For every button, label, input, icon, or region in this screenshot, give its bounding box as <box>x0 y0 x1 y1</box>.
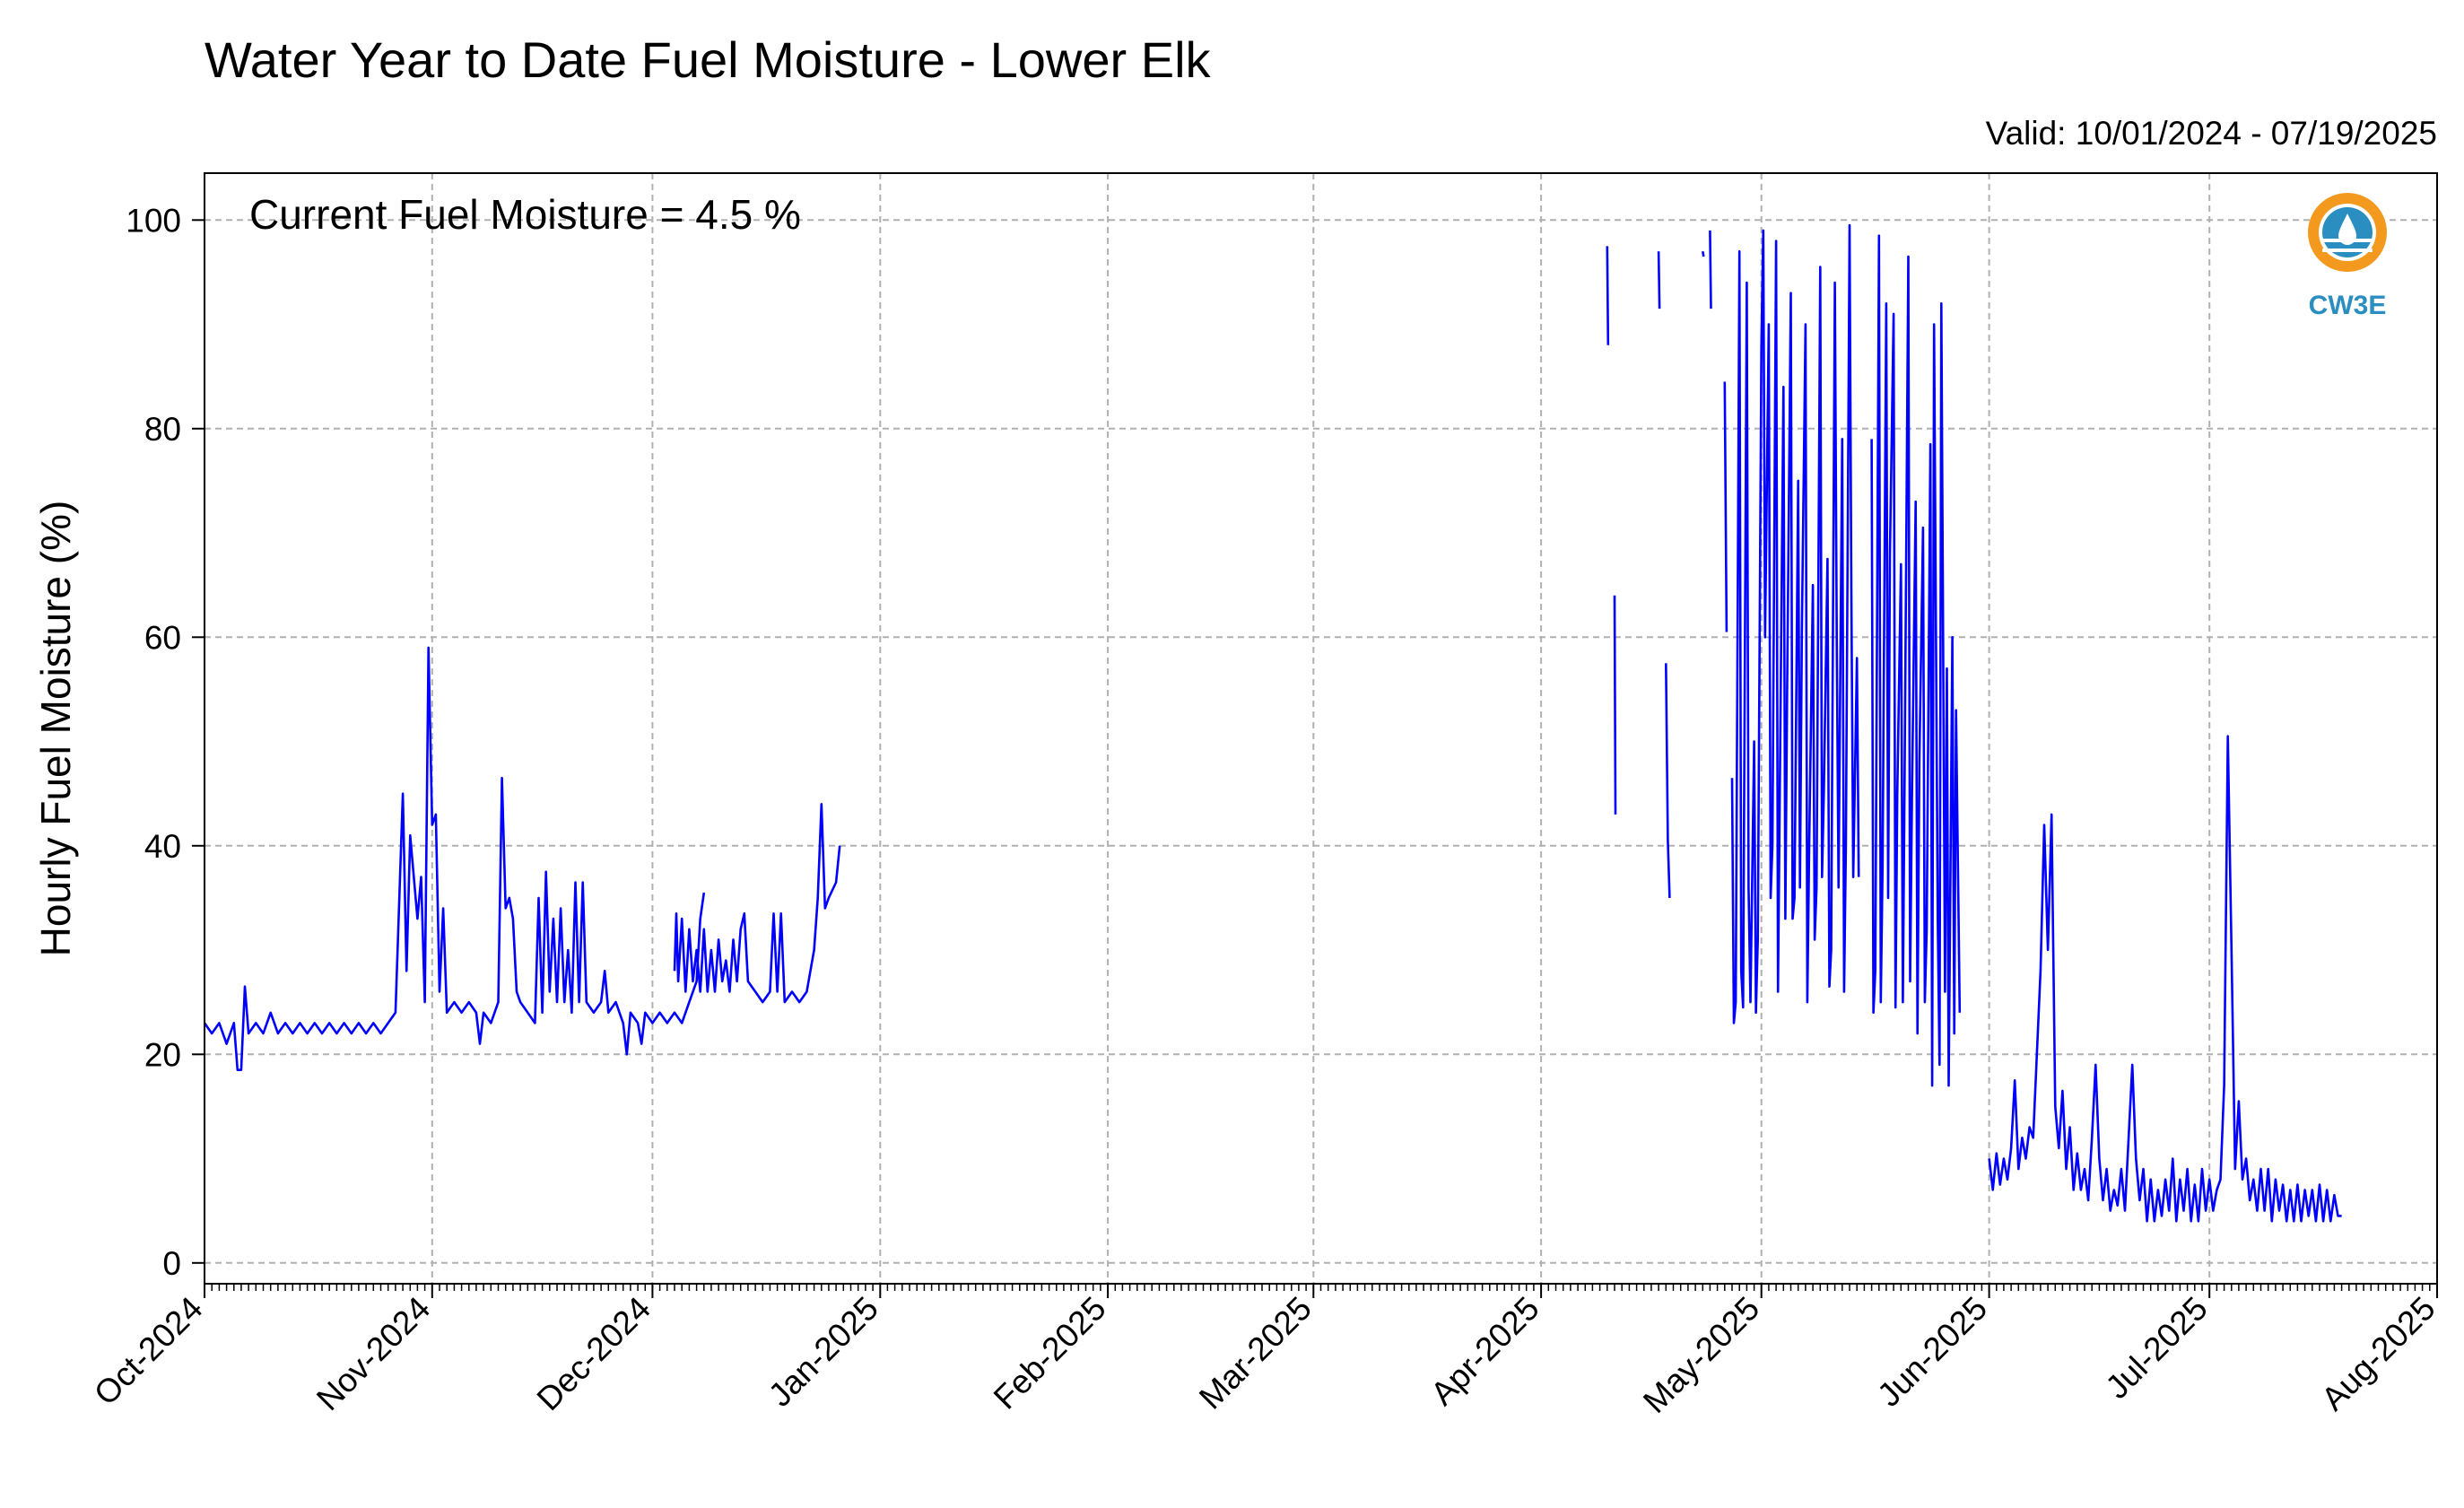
series-line <box>1870 234 1962 1087</box>
y-tick-label: 100 <box>126 202 181 239</box>
y-axis: 0 20 40 60 80 100 <box>126 202 205 1282</box>
x-tick-label: Mar-2025 <box>1192 1290 1319 1416</box>
x-axis: Oct-2024 Nov-2024 Dec-2024 Jan-2025 Feb-2025… <box>87 1284 2442 1420</box>
y-tick-label: 80 <box>144 411 181 448</box>
series-line <box>1723 381 1728 632</box>
logo-label: CW3E <box>2309 291 2387 320</box>
y-tick-label: 20 <box>144 1036 181 1073</box>
chart-title: Water Year to Date Fuel Moisture - Lower… <box>205 31 1212 88</box>
x-tick-label: Jul-2025 <box>2099 1290 2215 1406</box>
x-tick-label: Feb-2025 <box>987 1290 1113 1416</box>
y-tick-label: 60 <box>144 619 181 656</box>
y-tick-label: 40 <box>144 828 181 865</box>
series-line <box>1606 246 1610 345</box>
x-tick-label: Aug-2025 <box>2314 1290 2442 1417</box>
series-line <box>1702 250 1705 257</box>
series-line <box>1988 735 2342 1223</box>
grid-lines <box>204 173 2438 1284</box>
x-tick-label: Nov-2024 <box>309 1290 437 1417</box>
series-line <box>1709 230 1712 309</box>
logo-drop-icon <box>2338 214 2356 245</box>
series-line <box>1730 223 1860 1024</box>
cw3e-logo: CW3E <box>2308 193 2387 320</box>
y-tick-label: 0 <box>162 1245 181 1282</box>
y-axis-label: Hourly Fuel Moisture (%) <box>32 501 79 957</box>
x-tick-label: Jan-2025 <box>762 1290 885 1414</box>
plot-frame <box>204 172 2438 1285</box>
x-tick-label: Dec-2024 <box>530 1290 657 1417</box>
valid-date-range: Valid: 10/01/2024 - 07/19/2025 <box>1986 115 2437 152</box>
series-line <box>203 646 706 1071</box>
x-tick-label: Jun-2025 <box>1870 1290 1994 1414</box>
series-line <box>673 803 841 1004</box>
data-series <box>203 223 2342 1223</box>
x-tick-label: Oct-2024 <box>87 1290 210 1413</box>
series-line <box>1665 663 1671 898</box>
x-tick-label: Apr-2025 <box>1424 1290 1546 1413</box>
x-tick-label: May-2025 <box>1636 1290 1766 1420</box>
current-fuel-moisture-annotation: Current Fuel Moisture = 4.5 % <box>249 191 801 238</box>
